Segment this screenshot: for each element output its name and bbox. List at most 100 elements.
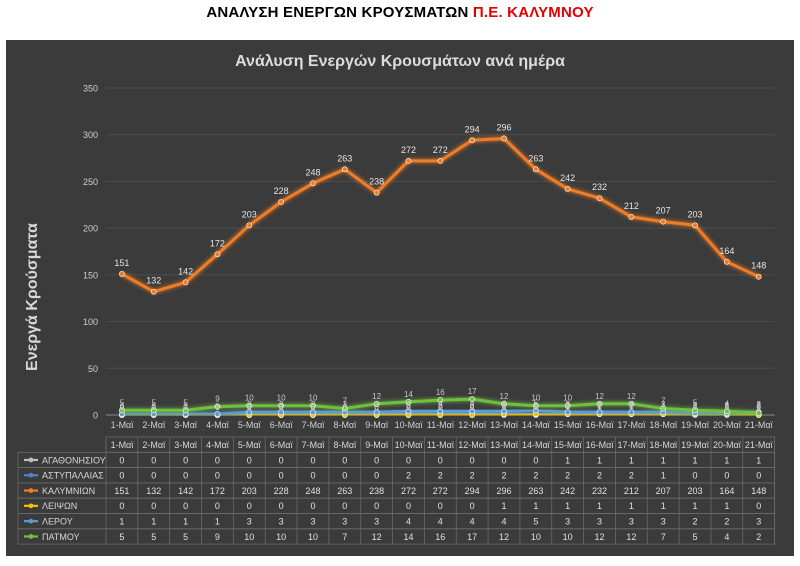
table-value-cell: 1 <box>693 455 698 465</box>
data-label: 3 <box>311 400 316 409</box>
data-point <box>692 222 698 229</box>
legend-key-marker <box>28 518 34 524</box>
data-label: 0 <box>343 403 348 412</box>
data-label: 0 <box>311 403 316 412</box>
data-label: 2 <box>725 401 730 410</box>
chart-title: Ανάλυση Ενεργών Κρουσμάτων ανά ημέρα <box>235 53 565 70</box>
data-label: 1 <box>565 402 570 411</box>
table-value-cell: 0 <box>247 471 252 481</box>
table-value-cell: 212 <box>624 486 639 496</box>
table-value-cell: 1 <box>151 517 156 527</box>
table-header-cell: 19-Μαϊ <box>681 440 710 450</box>
table-value-cell: 7 <box>342 532 347 542</box>
data-label: 212 <box>624 201 639 211</box>
data-label: 0 <box>120 403 125 412</box>
data-point <box>437 157 444 164</box>
table-value-cell: 0 <box>119 471 124 481</box>
data-label: 172 <box>210 238 225 248</box>
x-tick-label: 1-Μαϊ <box>111 420 135 430</box>
table-value-cell: 14 <box>403 532 413 542</box>
table-value-cell: 5 <box>533 517 538 527</box>
data-label: 12 <box>595 392 604 401</box>
data-label: 2 <box>597 401 602 410</box>
table-value-cell: 263 <box>528 486 543 496</box>
data-label: 4 <box>725 399 730 408</box>
x-tick-label: 18-Μαϊ <box>649 420 678 430</box>
data-label: 148 <box>751 261 766 271</box>
x-tick-label: 21-Μαϊ <box>745 420 774 430</box>
data-label: 228 <box>274 186 289 196</box>
data-label: 232 <box>592 182 607 192</box>
data-label: 3 <box>343 400 348 409</box>
data-label: 0 <box>470 403 475 412</box>
data-label: 14 <box>404 390 413 399</box>
data-label: 2 <box>502 401 507 410</box>
data-point <box>341 405 348 412</box>
x-tick-label: 19-Μαϊ <box>681 420 710 430</box>
x-tick-label: 20-Μαϊ <box>713 420 742 430</box>
data-point <box>469 408 476 415</box>
data-label: 2 <box>534 401 539 410</box>
data-label: 12 <box>372 392 381 401</box>
data-label: 0 <box>120 403 125 412</box>
table-value-cell: 0 <box>342 455 347 465</box>
table-header-cell: 5-Μαϊ <box>238 440 262 450</box>
table-header-cell: 12-Μαϊ <box>458 440 487 450</box>
table-value-cell: 296 <box>496 486 511 496</box>
data-label: 2 <box>470 401 475 410</box>
data-label: 207 <box>656 206 671 216</box>
table-value-cell: 9 <box>215 532 220 542</box>
data-label: 2 <box>629 401 634 410</box>
y-tick-label: 350 <box>83 84 98 94</box>
data-label: 142 <box>178 266 193 276</box>
data-point <box>723 408 730 415</box>
data-point <box>501 135 507 142</box>
data-point <box>119 271 125 277</box>
table-value-cell: 2 <box>406 471 411 481</box>
data-label: 0 <box>311 403 316 412</box>
table-value-cell: 0 <box>215 455 220 465</box>
data-label: 0 <box>152 403 157 412</box>
table-value-cell: 142 <box>178 486 193 496</box>
legend-key-marker <box>28 472 34 478</box>
table-value-cell: 12 <box>372 532 382 542</box>
table-value-cell: 203 <box>688 486 703 496</box>
table-value-cell: 272 <box>433 486 448 496</box>
y-axis-label: Ενεργά Κρούσματα <box>24 223 41 371</box>
y-tick-label: 0 <box>93 411 98 421</box>
data-point <box>150 407 157 414</box>
table-value-cell: 0 <box>342 501 347 511</box>
data-point <box>405 399 412 405</box>
y-tick-label: 150 <box>83 270 98 280</box>
data-point <box>182 279 189 286</box>
table-value-cell: 0 <box>406 501 411 511</box>
data-label: 0 <box>247 403 252 412</box>
table-value-cell: 3 <box>247 517 252 527</box>
data-point <box>628 400 635 407</box>
table-value-cell: 4 <box>724 532 729 542</box>
table-header-cell: 21-Μαϊ <box>745 440 774 450</box>
data-label: 5 <box>693 398 698 407</box>
data-label: 0 <box>756 403 761 412</box>
table-value-cell: 0 <box>183 501 188 511</box>
x-tick-label: 6-Μαϊ <box>270 420 294 430</box>
table-value-cell: 17 <box>467 532 477 542</box>
data-label: 0 <box>215 403 220 412</box>
table-value-cell: 5 <box>693 532 698 542</box>
page-title: ΑΝΑΛΥΣΗ ΕΝΕΡΓΩΝ ΚΡΟΥΣΜΑΤΩΝ Π.Ε. ΚΑΛΥΜΝΟΥ <box>0 4 800 21</box>
x-tick-label: 15-Μαϊ <box>554 420 583 430</box>
data-label: 272 <box>401 145 416 155</box>
table-value-cell: 1 <box>215 517 220 527</box>
data-label: 0 <box>470 403 475 412</box>
data-label: 3 <box>629 400 634 409</box>
y-tick-label: 200 <box>83 224 98 234</box>
table-value-cell: 5 <box>183 532 188 542</box>
table-value-cell: 0 <box>310 471 315 481</box>
data-label: 7 <box>343 396 348 405</box>
data-point <box>501 408 507 415</box>
data-label: 0 <box>215 403 220 412</box>
table-header-cell: 9-Μαϊ <box>365 440 389 450</box>
table-series-name: ΠΑΤΜΟΥ <box>42 532 80 542</box>
table-header-cell: 1-Μαϊ <box>111 440 135 450</box>
data-point <box>564 186 571 192</box>
